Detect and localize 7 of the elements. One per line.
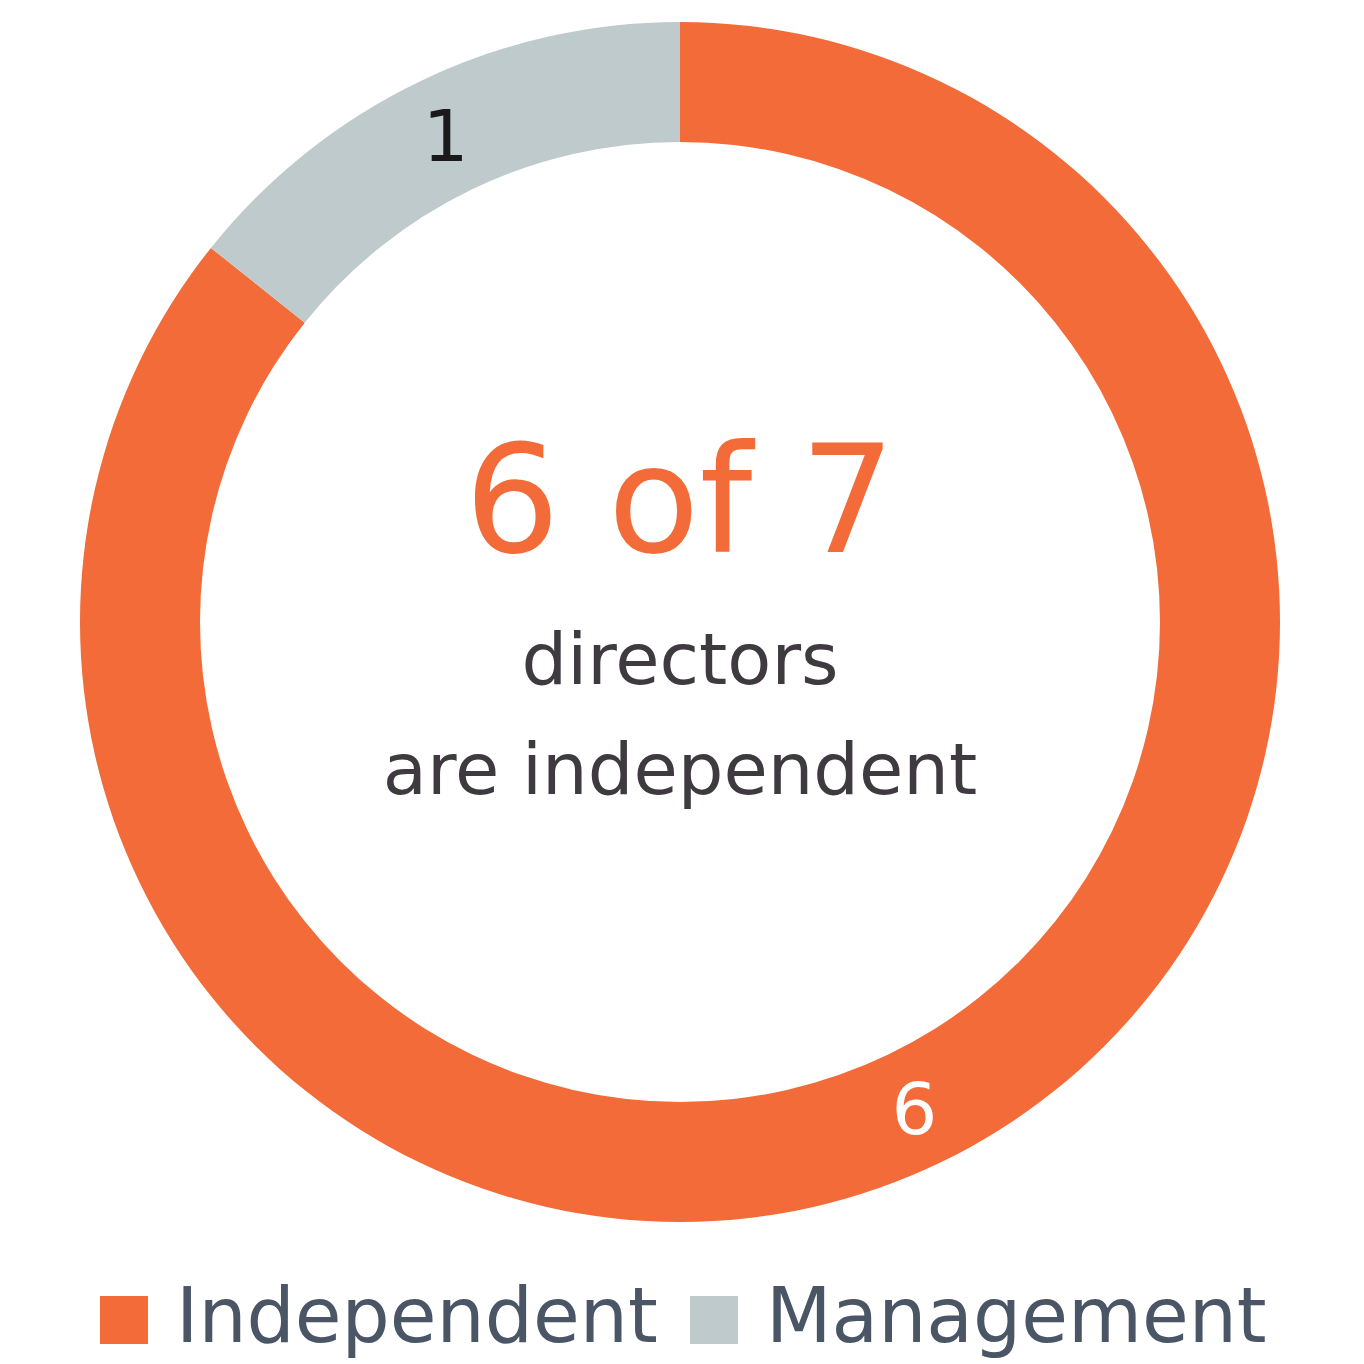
text: are independent [382,727,978,811]
legend-label: Independent [176,1271,658,1360]
data-label: 6 [891,1066,938,1151]
text: directors [521,617,839,701]
text: 6 of 7 [464,413,896,587]
data-label: 1 [422,93,469,178]
legend-label: Management [766,1271,1267,1360]
